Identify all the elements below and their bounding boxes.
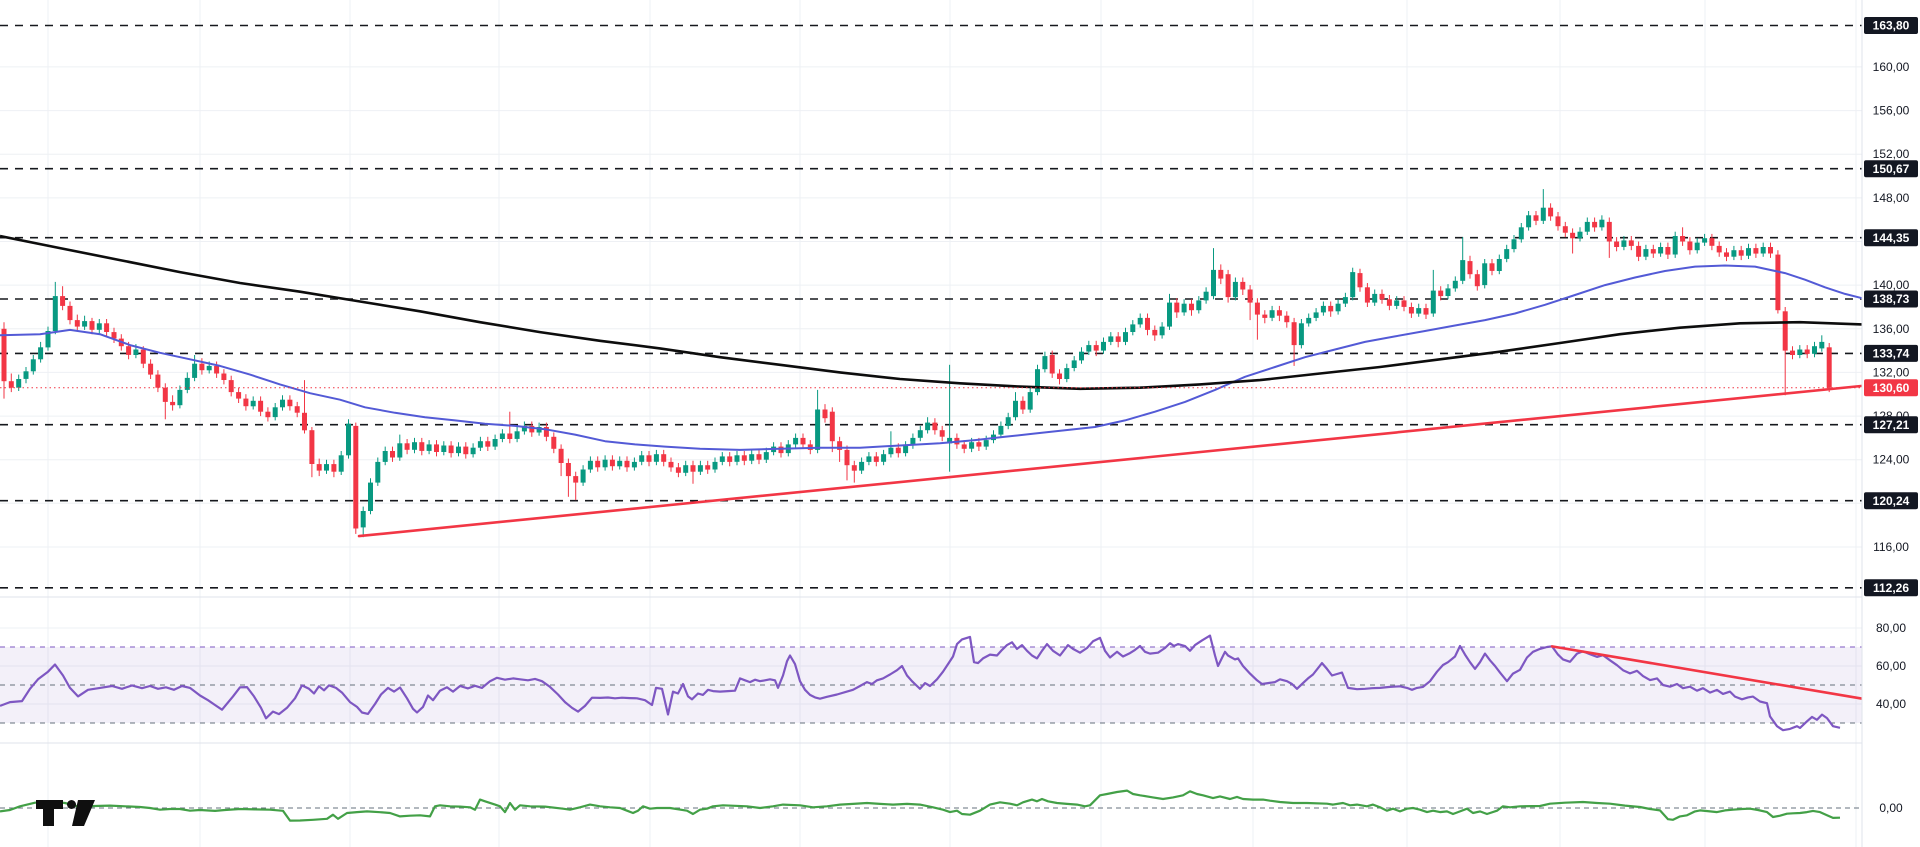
price-axis-label[interactable]: 156,00: [1873, 104, 1910, 118]
price-axis-label[interactable]: 140,00: [1873, 278, 1910, 292]
price-axis-label[interactable]: 148,00: [1873, 191, 1910, 205]
rsi-trendline[interactable]: [1550, 645, 1868, 701]
osc-pane[interactable]: [0, 743, 1862, 847]
price-axis-label[interactable]: 116,00: [1873, 540, 1909, 554]
current-price-badge-label: 130,60: [1873, 381, 1910, 395]
price-axis-label[interactable]: 124,00: [1873, 453, 1910, 467]
rsi-line: [0, 634, 1841, 732]
support-resistance-levels: [0, 24, 1862, 589]
price-axis-label[interactable]: 160,00: [1873, 60, 1910, 74]
level-price-badge: [1864, 416, 1918, 434]
level-price-badge: [1864, 17, 1918, 34]
ma-long-line: [0, 234, 1863, 391]
oscillator-indicator: [0, 789, 1862, 822]
price-trendline[interactable]: [357, 384, 1868, 538]
level-price-badge: [1864, 492, 1918, 510]
level-price-badge: [1864, 160, 1918, 178]
level-price-badge-label: 144,35: [1873, 231, 1910, 245]
level-price-badge-label: 150,67: [1873, 162, 1910, 176]
level-price-badge-label: 163,80: [1873, 19, 1910, 33]
tradingview-logo[interactable]: [36, 800, 95, 826]
level-price-badge-label: 127,21: [1873, 418, 1910, 432]
level-price-badge-label: 120,24: [1873, 494, 1910, 508]
osc-axis-label[interactable]: 0,00: [1879, 801, 1903, 815]
level-price-badge: [1864, 229, 1918, 247]
level-price-badge: [1864, 344, 1918, 362]
rsi-axis-label[interactable]: 80,00: [1876, 621, 1906, 635]
candlestick-series: [1, 189, 1832, 538]
osc-line: [0, 789, 1841, 822]
ma-short-line: [0, 264, 1863, 451]
price-axis-label[interactable]: 132,00: [1873, 365, 1910, 379]
rsi-axis-label[interactable]: 40,00: [1876, 697, 1906, 711]
rsi-pane[interactable]: [0, 597, 1862, 743]
level-price-badge-label: 133,74: [1873, 347, 1910, 361]
level-price-badge-label: 112,26: [1873, 581, 1909, 595]
rsi-axis-label[interactable]: 60,00: [1876, 659, 1906, 673]
price-axis[interactable]: 160,00 156,00 152,00 148,00 140,00 136,00 132,…: [1861, 0, 1920, 847]
rsi-indicator: [0, 634, 1862, 732]
price-axis-label[interactable]: 152,00: [1873, 147, 1910, 161]
current-price-badge: [1864, 379, 1918, 397]
level-price-badge: [1864, 290, 1918, 308]
price-axis-label[interactable]: 136,00: [1873, 322, 1910, 336]
level-price-badge: [1864, 579, 1918, 597]
level-price-badge-label: 138,73: [1873, 292, 1910, 306]
